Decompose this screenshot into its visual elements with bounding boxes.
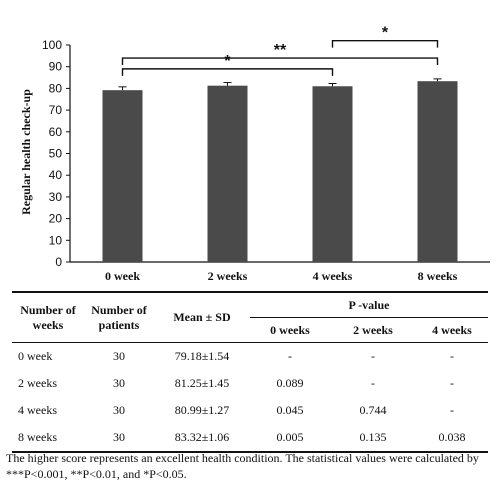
header-p-2-weeks: 2 weeks [353,322,393,337]
cell-p-2: 0.744 [359,403,387,417]
x-category-label: 4 weeks [313,269,353,283]
row-label: 2 weeks [18,376,57,390]
y-tick-label: 90 [49,60,63,74]
significance-bracket [121,68,334,76]
cell-p-4: - [450,376,454,390]
y-tick-label: 50 [49,147,63,161]
table-row: 8 weeks 30 83.32±1.06 0.005 0.135 0.038 [12,424,488,453]
table-row: 0 week 30 79.18±1.54 - - - [12,343,488,371]
row-label: 8 weeks [12,424,84,453]
cell-p-2: 0.135 [330,424,416,453]
x-category-label: 2 weeks [208,269,248,283]
significance-label: * [382,25,389,42]
cell-p-4: - [450,349,454,363]
table-row: 4 weeks 30 80.99±1.27 0.045 0.744 - [12,397,488,424]
statistics-table: Number of weeks Number of patients Mean … [12,291,488,453]
row-label: 0 week [18,349,53,363]
bar [102,90,143,262]
bar [207,85,248,262]
significance-label: * [224,53,231,70]
cell-patients: 30 [113,376,125,390]
header-weeks: Number of weeks [12,291,84,342]
header-pvalue: P -value [250,291,488,318]
header-p-0-weeks: 0 weeks [270,322,310,337]
table-row: 2 weeks 30 81.25±1.45 0.089 - - [12,370,488,397]
y-tick-label: 10 [49,233,63,247]
cell-p-2: - [371,376,375,390]
header-patients: Number of patients [84,291,154,342]
bar [312,86,353,262]
cell-p-0: 0.089 [276,376,304,390]
bar [417,81,458,262]
y-tick-label: 0 [55,255,62,269]
significance-bracket [331,39,439,48]
cell-patients: 30 [84,424,154,453]
cell-patients: 30 [113,349,125,363]
cell-p-2: - [371,349,375,363]
x-category-label: 8 weeks [418,269,458,283]
cell-p-4: - [450,403,454,417]
cell-mean-sd: 81.25±1.45 [174,376,230,390]
row-label: 4 weeks [18,403,57,417]
y-tick-label: 40 [49,168,63,182]
header-mean-sd: Mean ± SD [154,291,250,342]
y-tick-label: 60 [49,125,63,139]
cell-mean-sd: 80.99±1.27 [174,403,230,417]
footnote: The higher score represents an excellent… [6,451,479,481]
cell-p-4: 0.038 [416,424,488,453]
cell-p-0: - [288,349,292,363]
y-tick-label: 70 [49,103,63,117]
cell-mean-sd: 83.32±1.06 [154,424,250,453]
y-ticks: 0 10 20 30 40 50 60 70 80 90 100 [42,38,70,269]
y-tick-label: 20 [49,212,63,226]
x-category-labels: 0 week 2 weeks 4 weeks 8 weeks [105,269,458,283]
error-bars [118,78,442,91]
bars [102,81,458,262]
cell-patients: 30 [113,403,125,417]
y-tick-label: 80 [49,81,63,95]
y-tick-label: 100 [42,38,62,52]
y-axis-title: Regular health check-up [19,89,33,215]
significance-label: ** [274,42,287,59]
header-p-4-weeks: 4 weeks [432,322,472,337]
cell-p-0: 0.005 [250,424,330,453]
x-category-label: 0 week [105,269,140,283]
significance-bracket [121,57,439,66]
significance-brackets: **** [121,25,439,76]
cell-mean-sd: 79.18±1.54 [174,349,230,363]
cell-p-0: 0.045 [276,403,304,417]
y-tick-label: 30 [49,190,63,204]
